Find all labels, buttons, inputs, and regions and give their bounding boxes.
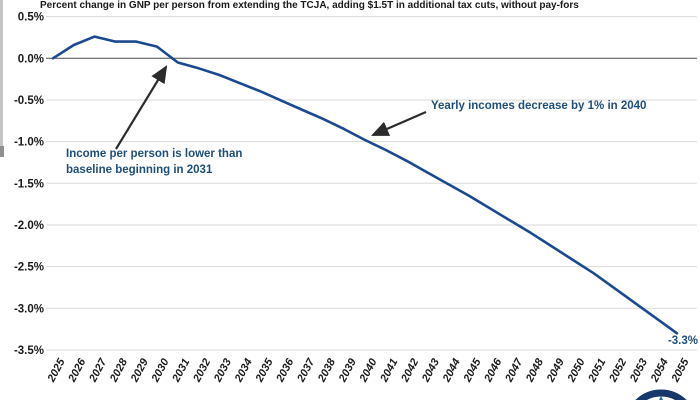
x-tick-label: 2046	[482, 356, 505, 385]
data-series	[51, 35, 679, 335]
annotation-2031: Income per person is lower than baseline…	[66, 148, 243, 176]
x-tick-label: 2047	[503, 356, 526, 385]
y-tick-label: -2.0%	[14, 220, 44, 232]
end-value-label: -3.3%	[667, 335, 698, 347]
x-tick-label: 2028	[107, 356, 130, 385]
x-tick-label: 2042	[399, 357, 422, 385]
x-tick-label: 2041	[378, 357, 401, 385]
x-tick-label: 2030	[149, 356, 172, 385]
y-tick-label: -3.5%	[14, 345, 44, 357]
screen-edge-artifact	[0, 0, 4, 157]
annotation-2040: Yearly incomes decrease by 1% in 2040	[431, 100, 647, 112]
y-tick-label: -1.0%	[14, 137, 44, 149]
x-tick-label: 2026	[66, 356, 89, 385]
x-tick-label: 2031	[170, 357, 193, 385]
x-tick-label: 2033	[211, 357, 234, 385]
y-tick-label: 0.0%	[18, 53, 44, 65]
x-tick-label: 2035	[253, 356, 276, 385]
x-tick-label: 2040	[357, 356, 380, 385]
y-tick-label: -2.5%	[14, 262, 44, 274]
x-tick-label: 2053	[627, 357, 650, 385]
x-tick-label: 2051	[586, 357, 609, 385]
x-tick-label: 2037	[295, 356, 318, 385]
x-tick-label: 2029	[128, 356, 151, 385]
logo-mark	[635, 389, 687, 400]
gridlines	[46, 16, 697, 351]
chart-title: Percent change in GNP per person from ex…	[40, 0, 579, 11]
x-tick-label: 2039	[336, 356, 359, 385]
x-tick-label: 2025	[45, 356, 68, 385]
x-tick-label: 2038	[315, 356, 338, 385]
x-tick-label: 2036	[274, 356, 297, 385]
x-tick-label: 2048	[523, 356, 546, 385]
x-tick-label: 2055	[669, 356, 692, 385]
arrow-to-2031-crossing	[115, 65, 168, 150]
y-tick-label: -0.5%	[14, 95, 44, 107]
x-tick-label: 2052	[607, 357, 630, 385]
x-tick-label: 2043	[419, 357, 442, 385]
annotation-arrows	[115, 65, 427, 150]
arrow-to-2040-point	[370, 110, 427, 137]
y-tick-label: -1.5%	[14, 178, 44, 190]
y-tick-label: -3.0%	[14, 303, 44, 315]
logo-star-icon	[659, 396, 663, 400]
y-tick-label: 0.5%	[18, 12, 44, 24]
axis-labels: 0.5% 0.0% -0.5% -1.0% -1.5% -2.0% -2.5% -3.0% -3…	[14, 12, 692, 385]
x-tick-label: 2054	[648, 357, 671, 385]
gnp-change-line	[51, 35, 679, 335]
x-tick-label: 2027	[87, 356, 110, 385]
x-tick-label: 2049	[544, 356, 567, 385]
x-tick-label: 2034	[232, 357, 255, 385]
x-tick-label: 2044	[440, 357, 463, 385]
x-tick-label: 2032	[191, 357, 214, 385]
x-tick-label: 2045	[461, 356, 484, 385]
x-tick-label: 2050	[565, 356, 588, 385]
